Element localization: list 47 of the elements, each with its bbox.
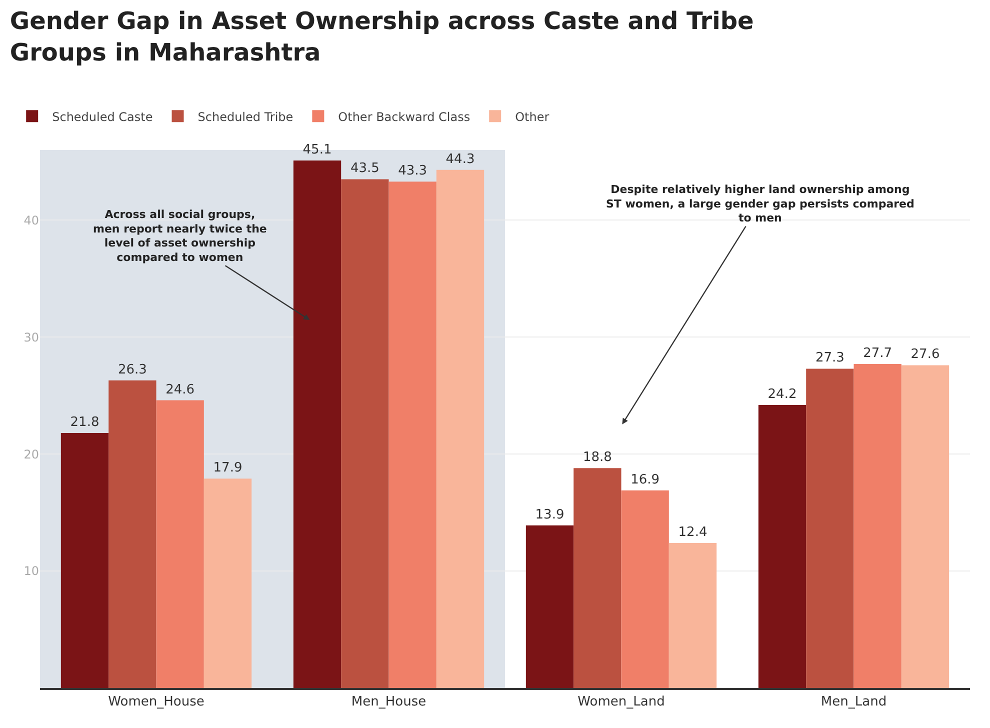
data-label: 45.1 (302, 142, 332, 158)
data-label: 44.3 (446, 152, 475, 167)
legend-label: Scheduled Tribe (198, 110, 294, 124)
data-label: 27.7 (863, 346, 892, 362)
y-tick-label: 10 (24, 564, 39, 578)
bar (388, 182, 436, 688)
bar (341, 179, 389, 688)
legend-label: Other Backward Class (338, 110, 470, 124)
annotation: Despite relatively higher land ownership among ST women, a large gender gap persists compared to men (606, 183, 914, 225)
data-label: 13.9 (535, 507, 564, 522)
bar (574, 468, 622, 688)
bar (293, 160, 342, 688)
data-label: 24.6 (166, 382, 195, 398)
data-label: 43.5 (350, 161, 380, 176)
data-label: 43.3 (398, 164, 428, 179)
y-tick-label: 20 (24, 447, 39, 462)
y-tick-label: 30 (24, 330, 39, 344)
bar (108, 380, 156, 688)
data-label: 17.9 (213, 460, 242, 476)
data-label: 18.8 (582, 450, 612, 466)
x-tick-label: Men_House (351, 694, 426, 710)
x-tick-label: Women_Land (578, 694, 665, 710)
bar (854, 364, 902, 688)
bar (901, 365, 950, 688)
legend-label: Scheduled Caste (52, 110, 153, 124)
x-tick-label: Men_Land (820, 694, 887, 710)
data-label: 16.9 (630, 472, 660, 488)
bar (156, 400, 204, 688)
bar (526, 525, 574, 688)
bar (60, 433, 109, 688)
data-label: 26.3 (118, 362, 147, 378)
bar (436, 170, 484, 688)
y-tick-label: 40 (24, 213, 39, 228)
data-label: 27.3 (815, 350, 844, 366)
chart-title: Gender Gap in Asset Ownership across Caste and Tribe Groups in Maharashtra (10, 7, 754, 66)
data-label: 21.8 (70, 415, 100, 430)
data-label: 27.6 (910, 347, 940, 362)
bar (806, 368, 854, 688)
bar (758, 404, 806, 688)
data-label: 24.2 (768, 386, 797, 402)
bar (621, 490, 669, 688)
bar (204, 478, 252, 688)
x-tick-label: Women_House (108, 694, 204, 710)
legend-label: Other (515, 110, 550, 124)
bar (668, 542, 717, 688)
annotation: Across all social groups, men report nearly twice the level of asset ownership compared to women (93, 208, 267, 264)
data-label: 12.4 (678, 524, 708, 540)
